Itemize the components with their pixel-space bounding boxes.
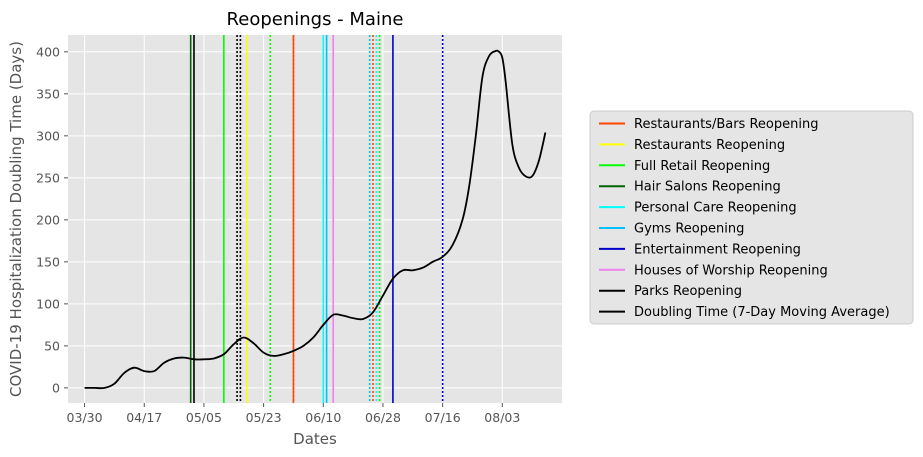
x-axis-title: Dates <box>293 430 337 448</box>
reopening-lines <box>189 35 444 403</box>
legend-label: Full Retail Reopening <box>634 159 770 174</box>
y-tick-label: 350 <box>36 86 60 101</box>
y-tick-label: 150 <box>36 254 60 269</box>
legend-label: Restaurants/Bars Reopening <box>634 117 818 132</box>
legend-label: Doubling Time (7-Day Moving Average) <box>634 305 890 320</box>
y-tick-label: 50 <box>44 338 60 353</box>
legend-label: Hair Salons Reopening <box>634 180 781 195</box>
legend-label: Restaurants Reopening <box>634 138 785 153</box>
x-tick-label: 07/16 <box>425 410 461 425</box>
x-tick-label: 06/28 <box>365 410 401 425</box>
legend-label: Gyms Reopening <box>634 222 744 237</box>
legend-box <box>589 110 914 325</box>
y-tick-label: 200 <box>36 212 60 227</box>
x-tick-labels: 03/30 04/17 05/05 05/23 06/10 06/28 07/16 08/03 <box>67 410 521 425</box>
plot-background <box>68 35 562 403</box>
series-lines <box>84 49 547 390</box>
chart-title: Reopenings - Maine <box>227 9 404 30</box>
y-tick-label: 0 <box>52 380 60 395</box>
x-tick-label: 05/05 <box>186 410 222 425</box>
legend-label: Houses of Worship Reopening <box>634 263 828 278</box>
legend: Restaurants/Bars Reopening Restaurants Re… <box>589 110 914 325</box>
y-tick-label: 250 <box>36 170 60 185</box>
x-tick-label: 05/23 <box>246 410 282 425</box>
legend-label: Entertainment Reopening <box>634 242 801 257</box>
x-tick-label: 08/03 <box>484 410 520 425</box>
doubling-time-line <box>84 49 547 390</box>
legend-label: Personal Care Reopening <box>634 201 797 216</box>
y-tick-label: 300 <box>36 128 60 143</box>
x-tick-label: 04/17 <box>126 410 162 425</box>
y-tick-labels: 0 50 100 150 200 250 300 350 400 <box>36 44 60 395</box>
y-tick-label: 100 <box>36 296 60 311</box>
x-tick-label: 06/10 <box>305 410 341 425</box>
x-tick-label: 03/30 <box>67 410 103 425</box>
y-axis-title: COVID-19 Hospitalization Doubling Time (… <box>7 41 25 397</box>
y-tick-label: 400 <box>36 44 60 59</box>
legend-label: Parks Reopening <box>634 284 742 299</box>
